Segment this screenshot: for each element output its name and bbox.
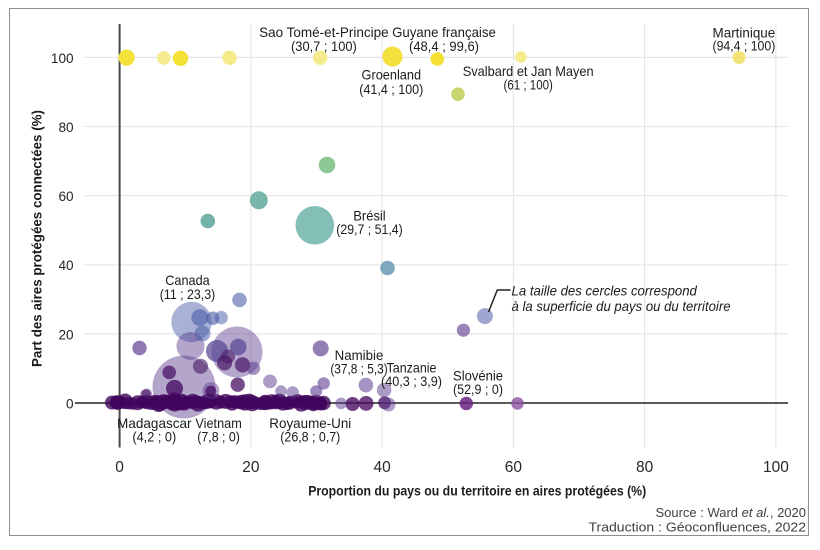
svg-text:(48,4 ; 99,6): (48,4 ; 99,6) (409, 38, 479, 54)
svg-text:(52,9 ; 0): (52,9 ; 0) (453, 381, 503, 397)
svg-text:100: 100 (763, 459, 789, 476)
svg-text:60: 60 (58, 189, 74, 204)
svg-text:(11 ; 23,3): (11 ; 23,3) (160, 286, 216, 302)
svg-text:20: 20 (242, 459, 260, 476)
svg-text:Proportion du pays ou du terri: Proportion du pays ou du territoire en a… (308, 482, 646, 498)
svg-text:0: 0 (66, 396, 74, 411)
svg-text:Canada: Canada (165, 272, 210, 288)
svg-text:(61 ; 100): (61 ; 100) (504, 76, 553, 92)
svg-text:à la superficie du pays ou du: à la superficie du pays ou du territoire (512, 298, 731, 314)
svg-text:20: 20 (58, 327, 74, 342)
svg-text:Tanzanie: Tanzanie (387, 359, 437, 375)
svg-text:Namibie: Namibie (335, 347, 384, 363)
svg-text:Royaume-Uni: Royaume-Uni (269, 415, 351, 431)
svg-text:(41,4 ; 100): (41,4 ; 100) (359, 81, 423, 97)
svg-text:(4,2 ; 0): (4,2 ; 0) (132, 428, 176, 444)
svg-text:40: 40 (58, 258, 74, 273)
svg-text:Martinique: Martinique (713, 24, 776, 40)
svg-text:(29,7 ; 51,4): (29,7 ; 51,4) (336, 221, 402, 237)
svg-text:Brésil: Brésil (353, 207, 385, 223)
svg-text:(26,8 ; 0,7): (26,8 ; 0,7) (280, 428, 340, 444)
svg-text:Svalbard et Jan Mayen: Svalbard et Jan Mayen (463, 63, 594, 79)
svg-text:80: 80 (58, 120, 74, 135)
svg-text:(37,8 ; 5,3): (37,8 ; 5,3) (330, 360, 387, 376)
svg-text:60: 60 (505, 459, 523, 476)
svg-text:Groenland: Groenland (362, 67, 422, 83)
svg-text:(30,7 ; 100): (30,7 ; 100) (291, 38, 357, 54)
svg-text:La taille des cercles correspo: La taille des cercles correspond (512, 282, 699, 298)
svg-text:Source : Ward et al., 2020: Source : Ward et al., 2020 (655, 505, 806, 520)
svg-text:(94,4 ; 100): (94,4 ; 100) (713, 38, 776, 54)
svg-text:0: 0 (115, 459, 124, 476)
svg-text:Sao Tomé-et-Principe: Sao Tomé-et-Principe (259, 24, 389, 40)
svg-text:Traduction : Géoconfluences, 2: Traduction : Géoconfluences, 2022 (589, 519, 807, 534)
svg-text:80: 80 (636, 459, 654, 476)
svg-text:(7,8 ; 0): (7,8 ; 0) (197, 428, 240, 444)
svg-text:Part des aires protégées conne: Part des aires protégées connectées (%) (29, 110, 45, 367)
svg-text:Guyane française: Guyane française (392, 24, 496, 40)
svg-text:(40,3 ; 3,9): (40,3 ; 3,9) (381, 373, 442, 389)
svg-text:100: 100 (51, 51, 74, 66)
svg-text:Slovénie: Slovénie (453, 368, 503, 384)
svg-text:Vietnam: Vietnam (195, 415, 241, 431)
svg-text:Madagascar: Madagascar (117, 415, 192, 431)
svg-text:40: 40 (373, 459, 391, 476)
